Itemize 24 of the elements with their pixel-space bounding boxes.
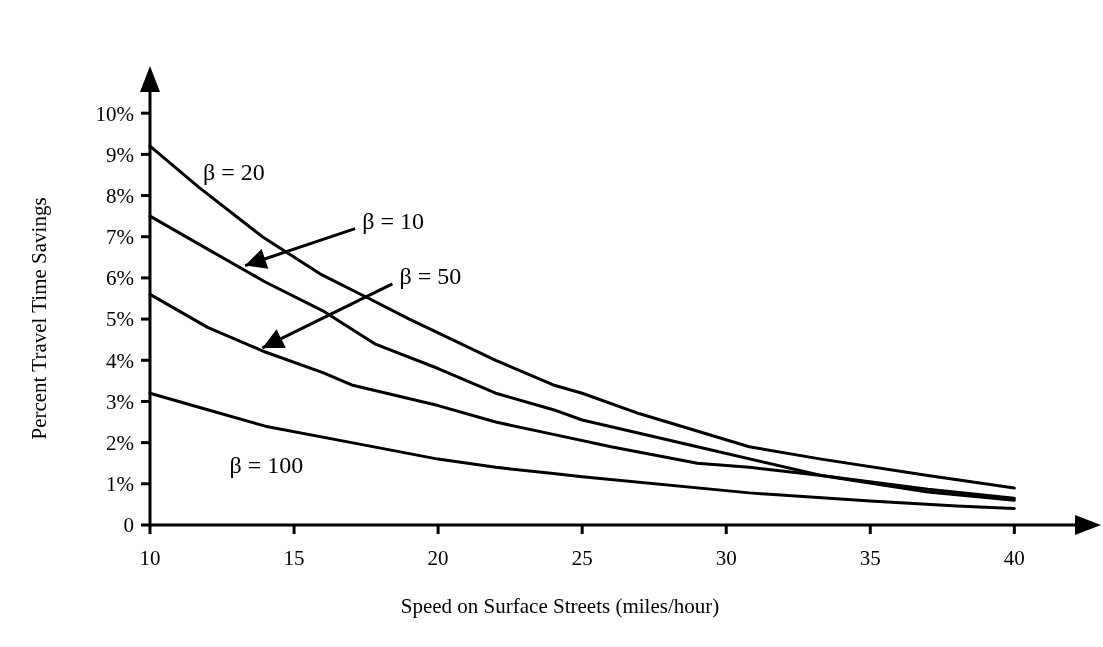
y-tick-label: 7%	[106, 225, 134, 250]
y-tick-label: 1%	[106, 472, 134, 497]
y-tick-label: 3%	[106, 389, 134, 414]
annotation: β = 10	[362, 207, 424, 234]
y-tick-label: 0	[123, 513, 134, 538]
x-tick-label: 25	[571, 546, 593, 570]
annotation: β = 50	[399, 263, 462, 290]
x-tick-label: 10	[139, 546, 161, 570]
x-tick-label: 15	[283, 546, 305, 570]
y-tick-label: 2%	[106, 430, 134, 455]
x-tick-label: 40	[1003, 546, 1025, 570]
x-tick-label: 35	[859, 546, 881, 570]
annotation: β = 100	[229, 452, 304, 479]
annotation: β = 20	[202, 159, 265, 186]
y-tick-label: 5%	[106, 307, 134, 332]
y-tick-label: 4%	[106, 348, 134, 373]
y-tick-label: 8%	[106, 183, 134, 208]
y-tick-label: 10%	[95, 101, 134, 126]
x-axis-title: Speed on Surface Streets (miles/hour)	[400, 594, 720, 618]
y-axis-title: Percent Travel Time Savings	[27, 197, 51, 440]
x-tick-label: 20	[427, 546, 449, 570]
y-tick-label: 9%	[106, 142, 134, 167]
y-tick-label: 6%	[106, 266, 134, 291]
x-tick-label: 30	[715, 546, 737, 570]
